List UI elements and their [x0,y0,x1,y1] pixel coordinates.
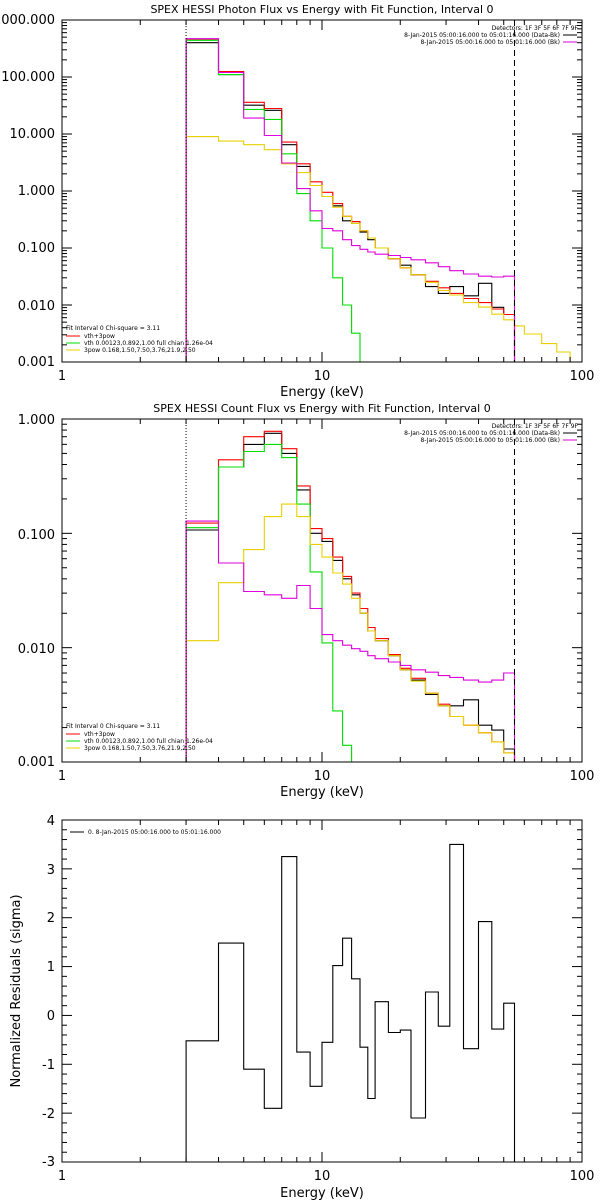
residuals-x-tick-label: 100 [570,1169,595,1184]
count-flux-series-line [185,503,516,762]
residuals-series-group [185,843,516,1162]
count-flux-x-tick-label: 10 [314,769,331,784]
count-flux-x-tick-label: 1 [58,769,66,784]
count-flux-series-group [185,430,516,762]
count-flux-y-tick-label: 0.001 [18,755,55,770]
photon-flux-legend-entry: 3pow 0.168,1.50,7.50,3.76,21.9,2.50 [84,347,196,354]
photon-flux-x-tick-label: 100 [570,369,595,384]
residuals-x-tick-label: 1 [58,1169,66,1184]
count-flux-y-tick-label: 0.010 [18,642,55,657]
photon-flux-legend-entry: vth 0.00123,0.892,1.00 full chian 1.26e-… [84,340,213,347]
residuals-y-tick-label: 0 [47,1009,55,1024]
count-flux-header-line: Detectors: 1F 3F 5F 6F 7F 9F [492,423,579,430]
count-flux-reference-lines [185,419,515,762]
photon-flux-series-line [185,38,516,362]
residuals-y-tick-label: -1 [42,1058,55,1073]
photon-flux-x-tick-label: 10 [314,369,331,384]
photon-flux-series-line [185,38,516,362]
photon-flux-y-tick-label: 100.000 [1,70,55,85]
residuals-y-tick-label: -3 [42,1155,55,1170]
count-flux-series-line [185,520,516,762]
photon-flux-panel: SPEX HESSI Photon Flux vs Energy with Fi… [0,3,594,400]
photon-flux-y-tick-label: 0.100 [18,241,55,256]
photon-flux-series-line [185,42,516,362]
residuals-x-axis-label: Energy (keV) [280,1186,364,1200]
photon-flux-series-line [185,39,361,362]
photon-flux-y-tick-label: 0.001 [18,355,55,370]
residuals-series-line [185,843,516,1162]
photon-flux-y-tick-label: 0.010 [18,299,55,314]
photon-flux-header-line: 8-Jan-2015 05:00:16.000 to 05:01:16.000 … [404,32,560,39]
count-flux-legend-fit: Fit Interval 0 Chi-square = 3.11 [66,723,160,730]
residuals-y-tick-label: 2 [47,911,55,926]
residuals-ticks [61,819,583,1163]
residuals-y-axis-label: Normalized Residuals (sigma) [9,894,24,1087]
count-flux-panel: SPEX HESSI Count Flux vs Energy with Fit… [18,402,595,800]
photon-flux-x-axis-label: Energy (keV) [280,385,364,400]
residuals-x-tick-label: 10 [314,1169,331,1184]
residuals-panel: 4 3 2 1 0 -1 -2 -3 1 10 100 Energy (keV)… [9,814,594,1200]
photon-flux-reference-lines [185,20,515,362]
count-flux-x-axis-label: Energy (keV) [280,785,364,800]
photon-flux-x-tick-label: 1 [58,369,66,384]
residuals-axes-frame [61,819,583,1163]
photon-flux-header-line: Detectors: 1F 3F 5F 6F 7F 9F [492,25,579,32]
photon-flux-series-line [185,136,582,363]
residuals-legend-entry: 0. 8-Jan-2015 05:00:16.000 to 05:01:16.0… [88,829,221,836]
photon-flux-ticks [61,19,583,363]
residuals-y-tick-label: 1 [47,960,55,975]
count-flux-legend-entry: vth 0.00123,0.892,1.00 full chian 1.26e-… [84,738,213,745]
photon-flux-legend-fit: Fit Interval 0 Chi-square = 3.11 [66,325,160,332]
photon-flux-y-tick-label: 1.000 [18,184,55,199]
count-flux-series-line [185,432,516,762]
count-flux-y-tick-label: 0.100 [18,528,55,543]
count-flux-header-line: 8-Jan-2015 05:00:16.000 to 05:01:16.000 … [420,437,560,444]
count-flux-header-line: 8-Jan-2015 05:00:16.000 to 05:01:16.000 … [404,430,560,437]
photon-flux-header-line: 8-Jan-2015 05:00:16.000 to 05:01:16.000 … [420,39,560,46]
residuals-y-tick-label: -2 [42,1107,55,1122]
count-flux-legend-entry: vth+3pow [84,731,115,738]
photon-flux-title: SPEX HESSI Photon Flux vs Energy with Fi… [150,3,493,16]
count-flux-ticks [61,418,583,763]
residuals-y-tick-label: 3 [47,863,55,878]
count-flux-series-line [185,430,516,762]
count-flux-series-line [185,443,353,762]
count-flux-x-tick-label: 100 [570,769,595,784]
count-flux-y-tick-label: 1.000 [18,413,55,428]
count-flux-legend-entry: 3pow 0.168,1.50,7.50,3.76,21.9,2.50 [84,745,196,752]
residuals-y-tick-label: 4 [47,814,55,829]
photon-flux-legend-entry: vth+3pow [84,333,115,340]
photon-flux-y-tick-label: 10.000 [10,127,56,142]
count-flux-title: SPEX HESSI Count Flux vs Energy with Fit… [153,402,490,415]
photon-flux-series-group [185,38,582,363]
